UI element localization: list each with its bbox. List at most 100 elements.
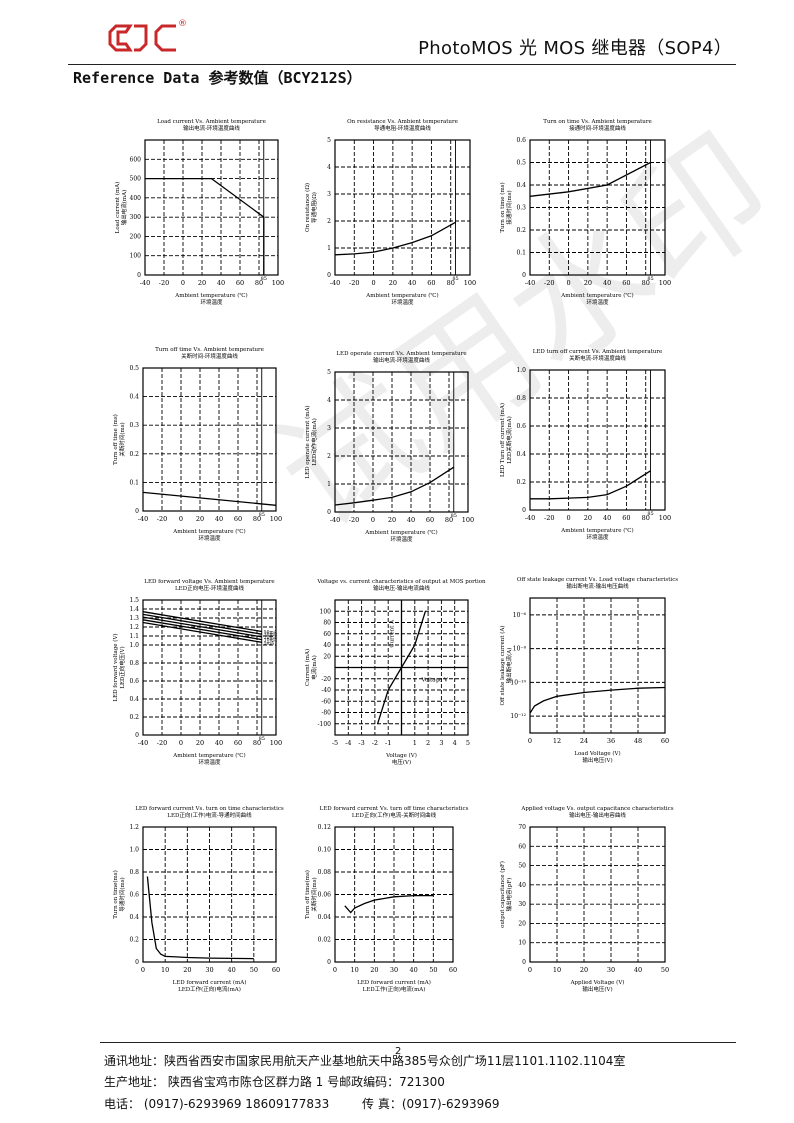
x-tick-label: 20 — [198, 279, 206, 287]
x-tick-label: 80 — [642, 279, 650, 287]
y-tick-label: 500 — [130, 176, 142, 183]
y-tick-label: 1.2 — [129, 824, 139, 831]
y-tick-label: 0 — [522, 959, 526, 966]
x-tick-label: 60 — [234, 739, 242, 747]
chart-title: Voltage vs. current characteristics of o… — [316, 579, 486, 585]
x-tick-label: -20 — [544, 514, 554, 522]
x-tick-label: 20 — [370, 966, 378, 974]
y-tick-label: 400 — [130, 195, 142, 202]
x-tick-label: 20 — [183, 966, 191, 974]
y-tick-label: 0.2 — [129, 714, 139, 721]
x-tick-label: 100 — [659, 279, 671, 287]
plot-frame — [142, 367, 277, 512]
footer-divider — [100, 1042, 736, 1043]
series-line — [142, 619, 262, 641]
chart-subtitle: 接通时间-环境温度曲线 — [569, 124, 626, 132]
x-tick-label: 20 — [584, 279, 592, 287]
x-tick-label: -4 — [345, 739, 351, 747]
x-tick-label: -2 — [372, 739, 378, 747]
series-line — [334, 466, 455, 506]
y-tick-label: -80 — [321, 710, 331, 717]
y-axis-label: Turn on time(ms) — [112, 870, 119, 919]
y-tick-label: 0.6 — [516, 137, 526, 144]
y-axis-label: Turn on time (ms) — [499, 182, 506, 232]
document-title: PhotoMOS 光 MOS 继电器（SOP4） — [418, 38, 732, 59]
x-axis-label-cn: 环境温度 — [198, 534, 221, 542]
x-tick-label: 30 — [607, 966, 615, 974]
y-axis-label: LED Turn off current (mA) — [499, 403, 506, 477]
y-tick-label: 1.4 — [129, 606, 139, 613]
y-tick-label: 0.4 — [516, 182, 526, 189]
y-axis-label-cn: 接通时间(ms) — [505, 190, 513, 224]
x-tick-label: -20 — [349, 516, 359, 524]
plot-frame — [334, 371, 469, 513]
y-tick-label: 70 — [518, 824, 526, 831]
x-tick-label: -40 — [330, 516, 340, 524]
y-tick-label: 0.02 — [318, 937, 332, 944]
charts-canvas: Load current Vs. Ambient temperature输出电流… — [112, 119, 678, 993]
x-tick-label: 100 — [464, 279, 476, 287]
chart-4: Turn off time Vs. Ambient temperature关断时… — [112, 347, 282, 542]
x-tick-label: -40 — [140, 279, 150, 287]
temperature-marker-label: 85 — [259, 512, 265, 518]
plot-frame — [529, 369, 666, 511]
x-tick-label: 60 — [449, 966, 457, 974]
chart-title: LED operate current Vs. Ambient temperat… — [336, 351, 466, 357]
series-label: 5mA — [264, 640, 275, 646]
y-axis-label: Current (mA) — [304, 649, 311, 686]
chart-subtitle: 导通电阻-环境温度曲线 — [374, 124, 431, 132]
y-tick-label: 200 — [130, 233, 142, 240]
x-tick-label: 80 — [255, 279, 263, 287]
x-tick-label: 48 — [634, 737, 642, 745]
series-line — [142, 616, 262, 638]
y-tick-label: -40 — [321, 687, 331, 694]
x-tick-label: 60 — [661, 737, 669, 745]
y-tick-label: 0.8 — [516, 395, 526, 402]
chart-subtitle: 输出电压-输出电流曲线 — [373, 584, 430, 592]
x-axis-label: Ambient temperature (℃) — [172, 752, 245, 759]
y-tick-label: 0.8 — [129, 869, 139, 876]
series-line — [376, 611, 427, 724]
y-tick-label: -100 — [318, 721, 332, 728]
x-axis-label-cn: 环境温度 — [390, 535, 413, 543]
x-axis-label: Ambient temperature (℃) — [174, 292, 247, 299]
y-tick-label: 0.2 — [129, 451, 139, 458]
y-tick-label: 40 — [518, 882, 526, 889]
y-tick-label: 0 — [327, 272, 331, 279]
x-tick-label: 12 — [553, 737, 561, 745]
series-label: 30mA — [264, 632, 278, 638]
y-tick-label: 0 — [327, 959, 331, 966]
x-tick-label: 30 — [390, 966, 398, 974]
y-tick-label: 0.4 — [129, 696, 139, 703]
x-tick-label: 60 — [234, 515, 242, 523]
y-tick-label: 300 — [130, 214, 142, 221]
series-label: 10mA — [264, 638, 278, 644]
series-line — [142, 491, 277, 506]
x-tick-label: 0 — [181, 279, 185, 287]
x-tick-label: 60 — [426, 516, 434, 524]
y-tick-label: 100 — [320, 608, 332, 615]
x-tick-label: 40 — [215, 515, 223, 523]
x-axis-label-cn: 输出电压(V) — [582, 985, 612, 993]
series-line — [145, 177, 265, 275]
chart-subtitle: 输出电流-环境温度曲线 — [373, 356, 430, 364]
y-tick-label: 100 — [130, 253, 142, 260]
x-tick-label: 0 — [528, 966, 532, 974]
y-axis-label: Turn off time(ms) — [304, 870, 311, 919]
y-tick-label: 0.8 — [129, 660, 139, 667]
y-tick-label: 0.04 — [318, 914, 332, 921]
footer-fax: 传 真：(0917)-6293969 — [362, 1097, 500, 1111]
y-tick-label: 10 — [518, 940, 526, 947]
x-axis-label-cn: LED工作(正向)电流(mA) — [363, 985, 426, 993]
series-line — [146, 876, 254, 960]
y-axis-label-cn: LED动作电流(mA) — [310, 418, 318, 466]
x-tick-label: 40 — [408, 279, 416, 287]
chart-8: Voltage vs. current characteristics of o… — [304, 579, 486, 766]
y-tick-label: 0 — [327, 509, 331, 516]
y-axis-label-cn: 电流(mA) — [310, 655, 318, 679]
y-tick-label: 0.2 — [129, 937, 139, 944]
y-tick-label: 0.10 — [318, 847, 332, 854]
y-tick-label: 0.6 — [129, 892, 139, 899]
x-tick-label: 60 — [272, 966, 280, 974]
x-tick-label: 20 — [389, 279, 397, 287]
